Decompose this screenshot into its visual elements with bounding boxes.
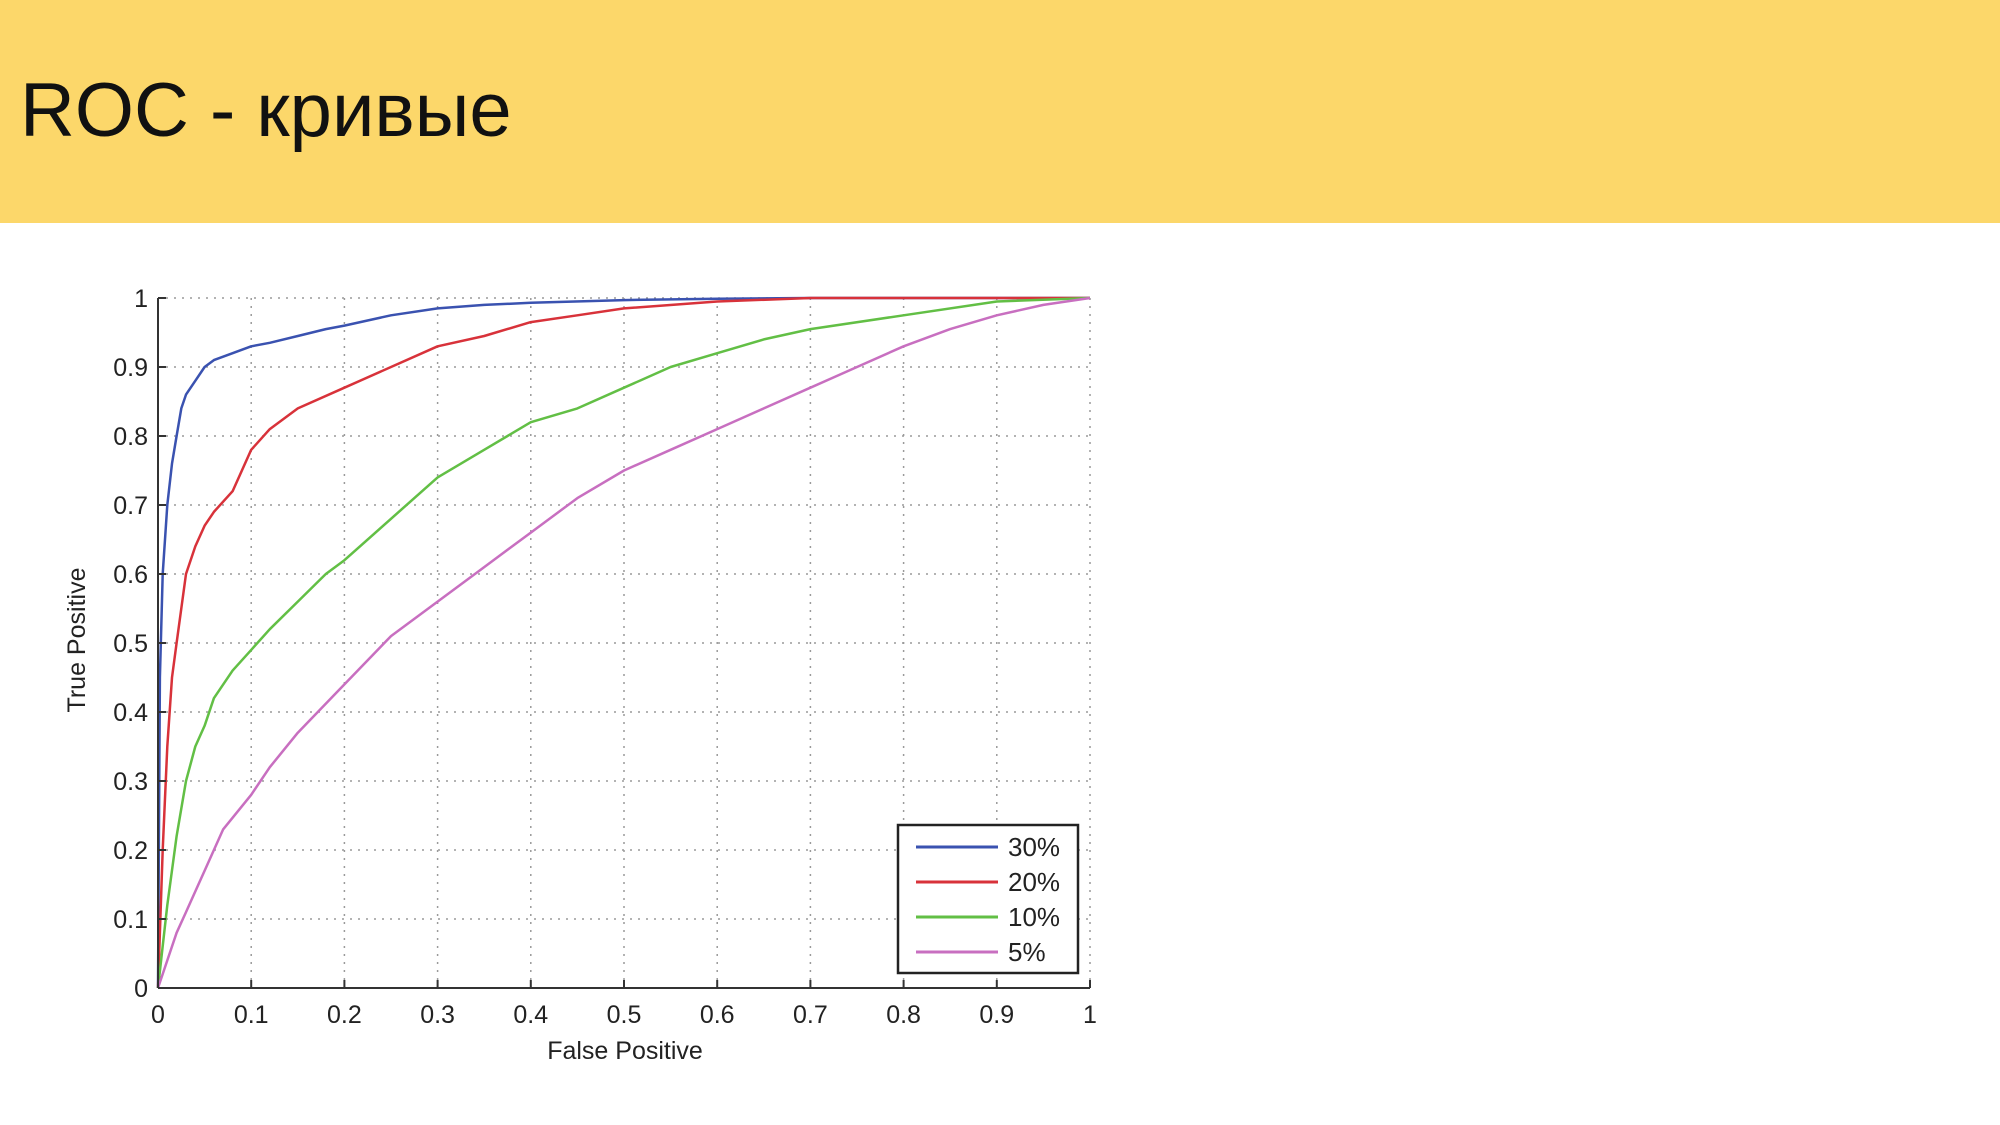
legend-label-1: 20%: [1008, 867, 1060, 897]
series-line-3: [156, 296, 1091, 989]
tick-layer: 0 0.1 0.2 0.3 0.4 0.5 0.6 0.7 0.8 0.9 1 0 0.1 0.2 0.3 0…: [113, 285, 1097, 1029]
legend-box: [896, 823, 1080, 975]
x-tick-label: 0.8: [886, 1001, 921, 1029]
y-tick-label: 0.4: [113, 699, 148, 727]
legend-label-0: 30%: [1008, 832, 1060, 862]
y-tick-label: 0.1: [113, 906, 148, 934]
series-line-1: [156, 296, 1090, 989]
grid-layer: [158, 297, 1091, 988]
y-tick-label: 1: [134, 285, 148, 313]
x-axis-title: False Positive: [547, 1037, 703, 1065]
y-tick-label: 0.3: [113, 768, 148, 796]
series-layer: [156, 296, 1091, 989]
series-line-2: [156, 296, 1091, 989]
legend: 30% 20% 10% 5%: [896, 823, 1080, 975]
y-tick-label: 0.8: [113, 423, 148, 451]
x-tick-label: 0.6: [700, 1001, 735, 1029]
y-tick-label: 0.5: [113, 630, 148, 658]
y-tick-label: 0.2: [113, 837, 148, 865]
x-tick-label: 0: [151, 1001, 165, 1029]
y-tick-label: 0.6: [113, 561, 148, 589]
legend-label-3: 5%: [1008, 937, 1046, 967]
x-tick-label: 1: [1083, 1001, 1097, 1029]
x-tick-label: 0.5: [607, 1001, 642, 1029]
x-tick-label: 0.1: [234, 1001, 269, 1029]
legend-label-2: 10%: [1008, 902, 1060, 932]
roc-chart: 0 0.1 0.2 0.3 0.4 0.5 0.6 0.7 0.8 0.9 1 0 0.1 0.2 0.3 0…: [63, 285, 1097, 1065]
y-axis-title: True Positive: [63, 568, 91, 713]
slide-title: ROC - кривые: [20, 68, 512, 153]
series-line-0: [156, 296, 1090, 989]
x-tick-label: 0.2: [327, 1001, 362, 1029]
chart-panel: 0 0.1 0.2 0.3 0.4 0.5 0.6 0.7 0.8 0.9 1 0 0.1 0.2 0.3 0…: [60, 270, 1160, 1090]
x-tick-label: 0.3: [420, 1001, 455, 1029]
y-tick-label: 0.9: [113, 354, 148, 382]
title-bar: ROC - кривые: [0, 0, 2000, 223]
y-tick-label: 0.7: [113, 492, 148, 520]
x-tick-label: 0.7: [793, 1001, 828, 1029]
x-tick-label: 0.4: [513, 1001, 548, 1029]
y-tick-label: 0: [134, 975, 148, 1003]
x-tick-label: 0.9: [979, 1001, 1014, 1029]
